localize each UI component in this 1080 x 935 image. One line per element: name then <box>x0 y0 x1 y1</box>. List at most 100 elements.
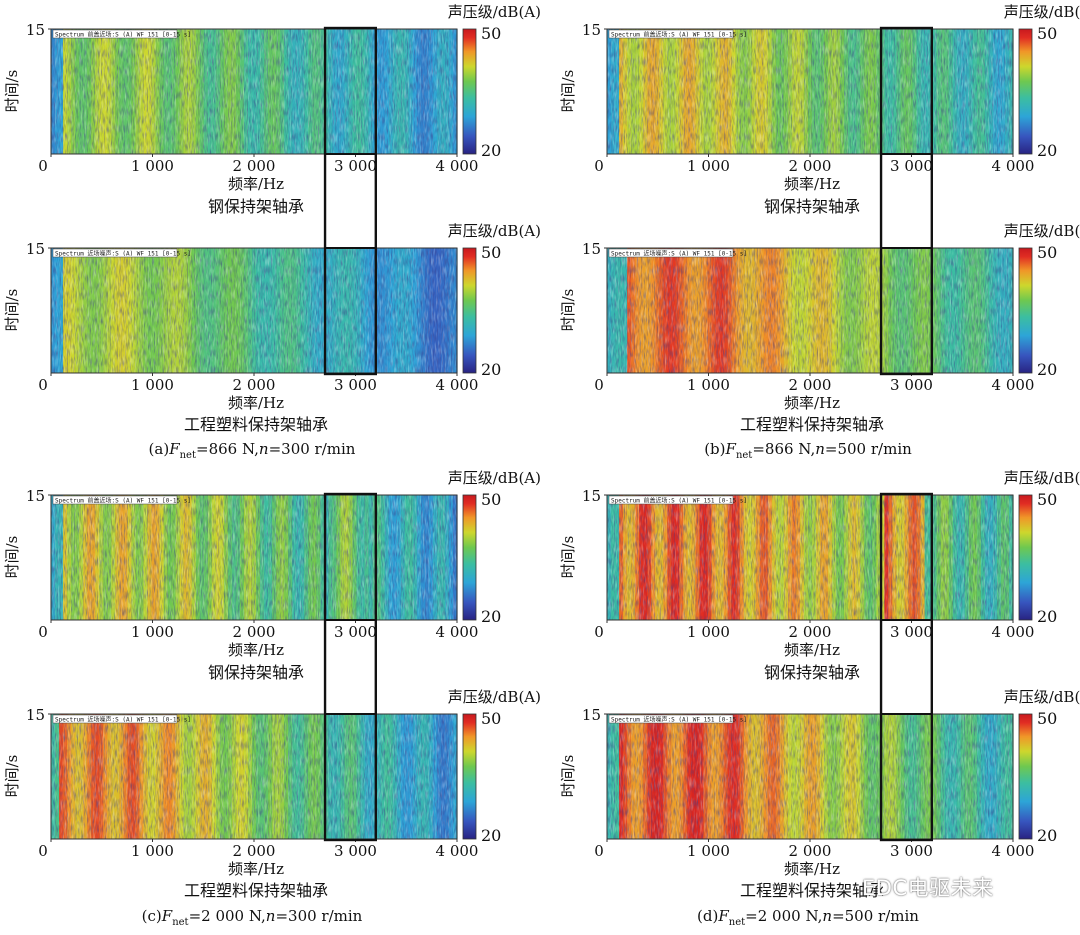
heatmap-texture-dark <box>51 248 457 373</box>
x-axis-label: 频率/Hz <box>228 641 284 659</box>
x-tick-label: 0 <box>594 623 604 641</box>
plot-header: Spectrum 前盖近场:S (A) WF 151 [0-15 s] <box>611 497 747 505</box>
x-tick-label: 0 <box>594 842 604 860</box>
x-tick-label: 1 000 <box>131 842 174 860</box>
y-tick-label: 15 <box>582 240 601 258</box>
heatmap-texture-dark <box>51 495 457 620</box>
colorbar-tick-min: 20 <box>1037 360 1057 379</box>
colorbar-title: 声压级/dB(A) <box>448 469 541 487</box>
spectrogram-plastic-cage: Spectrum 近场噪声:S (A) WF 151 [0-15 s] 15 时间/… <box>559 222 1080 434</box>
colorbar-tick-max: 50 <box>481 490 501 509</box>
colorbar-tick-min: 20 <box>481 826 501 845</box>
colorbar-tick-min: 20 <box>481 141 501 160</box>
x-tick-label: 2 000 <box>789 157 832 175</box>
colorbar-scale <box>462 713 477 840</box>
x-tick-label: 4 000 <box>436 157 479 175</box>
colorbar: 声压级/dB(A) 50 20 <box>1004 469 1080 626</box>
plot-header-box <box>52 714 178 724</box>
colorbar-tick-max: 50 <box>481 709 501 728</box>
colorbar-tick-max: 50 <box>481 243 501 262</box>
highlight-band-frame <box>323 26 377 376</box>
x-tick-label: 2 000 <box>789 623 832 641</box>
x-tick-label: 1 000 <box>687 623 730 641</box>
plot-header-box <box>52 29 178 39</box>
x-tick-label: 2 000 <box>789 376 832 394</box>
y-tick-label: 15 <box>582 487 601 505</box>
y-axis-label: 时间/s <box>3 536 21 579</box>
y-tick-label: 15 <box>26 706 45 724</box>
x-tick-label: 4 000 <box>992 157 1035 175</box>
x-tick-label: 2 000 <box>233 376 276 394</box>
colorbar-tick-max: 50 <box>1037 709 1057 728</box>
x-tick-label: 3 000 <box>334 157 377 175</box>
watermark: EDC电驱未来 <box>862 876 994 900</box>
y-axis-label: 时间/s <box>559 536 577 579</box>
x-axis-label: 频率/Hz <box>784 394 840 412</box>
colorbar-title: 声压级/dB(A) <box>448 222 541 240</box>
colorbar-title: 声压级/dB(A) <box>448 3 541 21</box>
colorbar-scale <box>462 28 477 155</box>
panel-caption: (b)Fnet=866 N,n=500 r/min <box>704 440 912 461</box>
x-tick-label: 4 000 <box>992 623 1035 641</box>
x-tick-label: 0 <box>594 376 604 394</box>
colorbar-scale <box>1018 494 1033 621</box>
x-axis-label: 频率/Hz <box>784 175 840 193</box>
panel-d: Spectrum 前盖近场:S (A) WF 151 [0-15 s] 15 时间/… <box>559 469 1080 928</box>
x-axis-label: 频率/Hz <box>784 860 840 878</box>
panel-caption: (a)Fnet=866 N,n=300 r/min <box>149 440 356 461</box>
colorbar-tick-max: 50 <box>1037 243 1057 262</box>
colorbar-tick-min: 20 <box>481 607 501 626</box>
colorbar: 声压级/dB(A) 50 20 <box>1004 222 1080 379</box>
heatmap-texture-dark <box>607 714 1013 839</box>
plot-header: Spectrum 近场噪声:S (A) WF 151 [0-15 s] <box>55 716 191 724</box>
spectrogram-steel-cage: Spectrum 前盖近场:S (A) WF 151 [0-15 s] 15 时间/… <box>3 469 541 682</box>
plot-header: Spectrum 近场噪声:S (A) WF 151 [0-15 s] <box>611 250 747 258</box>
colorbar-tick-max: 50 <box>481 24 501 43</box>
colorbar-scale <box>1018 28 1033 155</box>
plot-header-box <box>608 495 734 505</box>
x-tick-label: 4 000 <box>436 623 479 641</box>
bearing-label: 工程塑料保持架轴承 <box>184 881 328 900</box>
colorbar: 声压级/dB(A) 50 20 <box>448 3 541 160</box>
x-tick-label: 3 000 <box>890 376 933 394</box>
plot-header-box <box>608 248 734 258</box>
x-tick-label: 2 000 <box>233 623 276 641</box>
x-axis-label: 频率/Hz <box>228 860 284 878</box>
x-tick-label: 4 000 <box>992 842 1035 860</box>
x-tick-label: 0 <box>38 623 48 641</box>
bearing-label: 工程塑料保持架轴承 <box>740 415 884 434</box>
x-tick-label: 1 000 <box>131 623 174 641</box>
x-axis-label: 频率/Hz <box>228 175 284 193</box>
x-axis: 0 1 000 2 000 3 000 4 000 <box>594 154 1034 175</box>
colorbar: 声压级/dB(A) 50 20 <box>1004 688 1080 845</box>
x-tick-label: 0 <box>38 842 48 860</box>
bearing-label: 工程塑料保持架轴承 <box>740 881 884 900</box>
x-axis: 0 1 000 2 000 3 000 4 000 <box>38 373 478 394</box>
colorbar-title: 声压级/dB(A) <box>1004 3 1080 21</box>
y-tick-label: 15 <box>26 487 45 505</box>
spectrogram-steel-cage: Spectrum 前盖近场:S (A) WF 151 [0-15 s] 15 时间/… <box>559 469 1080 682</box>
x-tick-label: 4 000 <box>436 842 479 860</box>
x-tick-label: 1 000 <box>131 376 174 394</box>
colorbar-tick-min: 20 <box>1037 826 1057 845</box>
panel-a: Spectrum 前盖近场:S (A) WF 151 [0-15 s] 15 时间/… <box>3 3 541 461</box>
colorbar: 声压级/dB(A) 50 20 <box>448 222 541 379</box>
x-tick-label: 3 000 <box>334 842 377 860</box>
y-axis-label: 时间/s <box>559 70 577 113</box>
plot-header: Spectrum 前盖近场:S (A) WF 151 [0-15 s] <box>55 31 191 39</box>
x-axis: 0 1 000 2 000 3 000 4 000 <box>594 620 1034 641</box>
x-tick-label: 4 000 <box>436 376 479 394</box>
colorbar-title: 声压级/dB(A) <box>448 688 541 706</box>
x-tick-label: 3 000 <box>890 157 933 175</box>
y-tick-label: 15 <box>582 21 601 39</box>
x-axis: 0 1 000 2 000 3 000 4 000 <box>38 839 478 860</box>
x-tick-label: 0 <box>38 376 48 394</box>
y-axis-label: 时间/s <box>559 289 577 332</box>
highlight-band-frame <box>879 26 933 376</box>
x-tick-label: 3 000 <box>890 623 933 641</box>
spectrogram-steel-cage: Spectrum 前盖近场:S (A) WF 151 [0-15 s] 15 时间/… <box>559 3 1080 216</box>
panel-c: Spectrum 前盖近场:S (A) WF 151 [0-15 s] 15 时间/… <box>3 469 541 928</box>
colorbar-tick-max: 50 <box>1037 490 1057 509</box>
spectrogram-plastic-cage: Spectrum 近场噪声:S (A) WF 151 [0-15 s] 15 时间/… <box>3 688 541 900</box>
